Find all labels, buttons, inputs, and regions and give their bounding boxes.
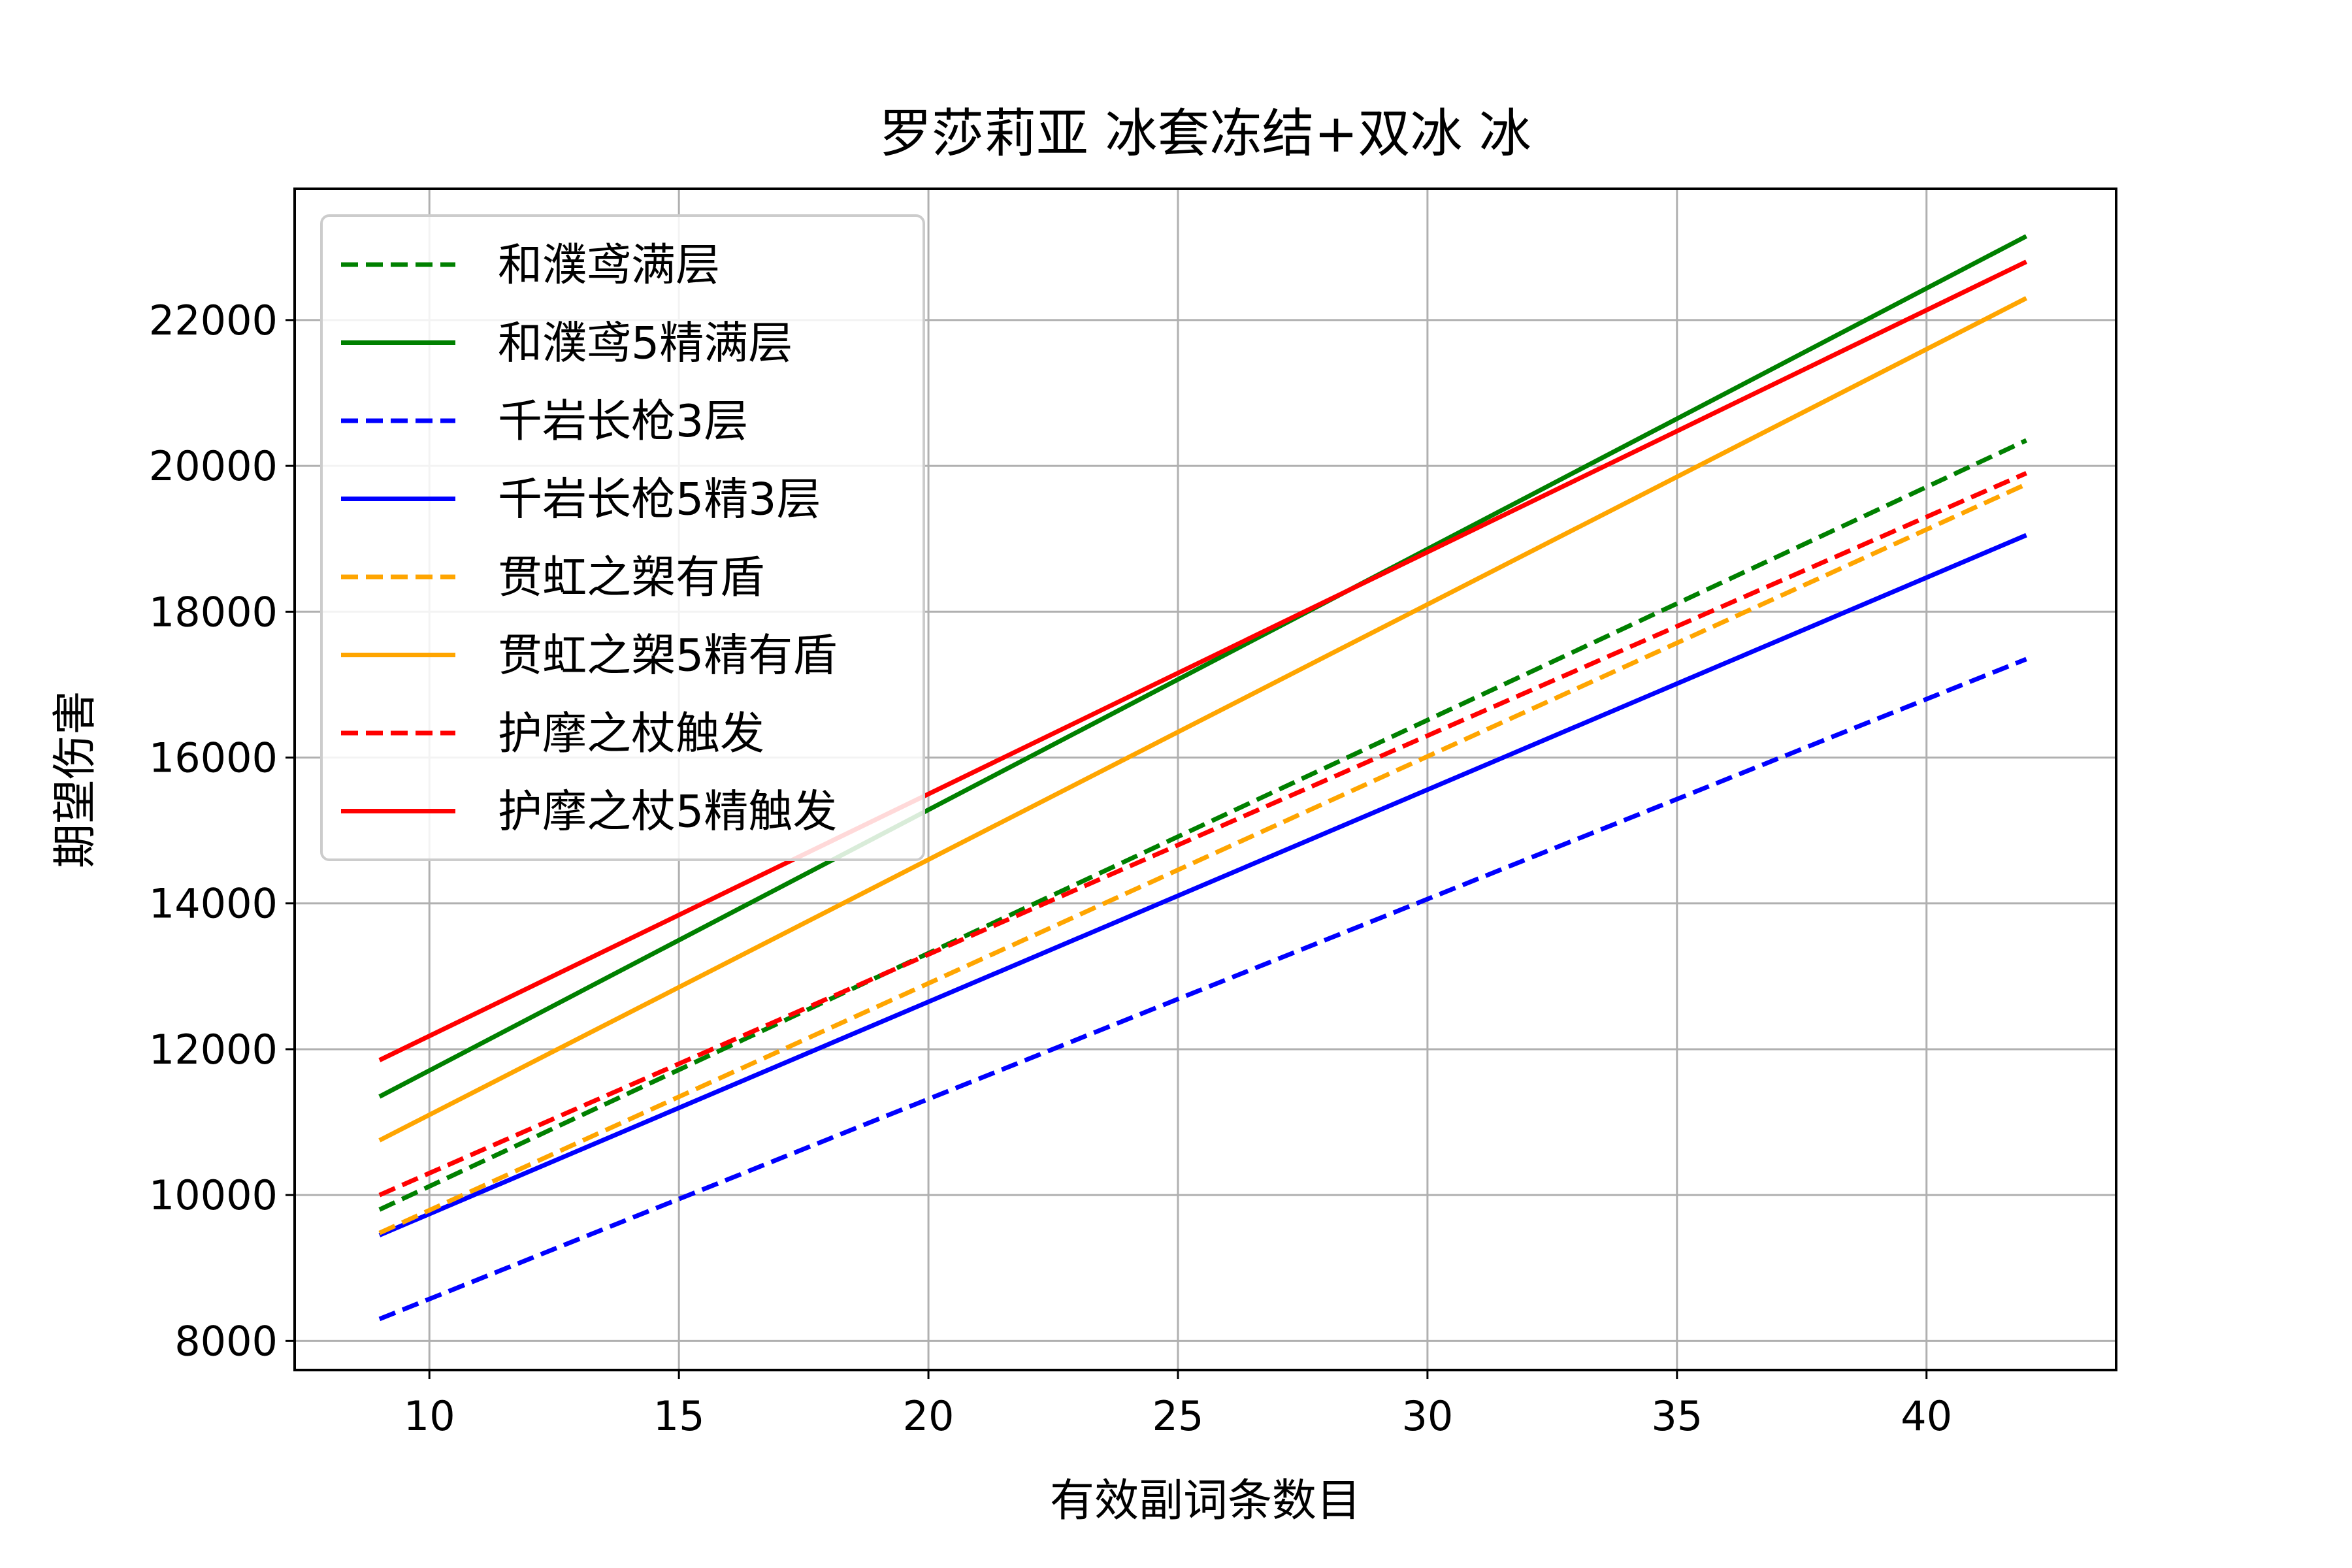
x-axis-label: 有效副词条数目 xyxy=(1050,1475,1361,1527)
y-tick-label: 20000 xyxy=(149,442,278,490)
x-tick-label: 40 xyxy=(1901,1392,1952,1440)
plot-frame xyxy=(293,188,2117,1371)
legend-label: 和濮鸢5精满层 xyxy=(498,318,792,370)
series-line xyxy=(378,482,2027,1235)
y-tick-label: 12000 xyxy=(149,1026,278,1073)
y-tick-label: 18000 xyxy=(149,588,278,636)
series-line xyxy=(378,234,2028,1099)
x-tick-label: 10 xyxy=(404,1392,455,1440)
series-lines xyxy=(378,234,2028,1322)
series-line xyxy=(378,259,2028,1062)
series-line xyxy=(378,532,2027,1237)
legend-label: 千岩长枪3层 xyxy=(498,396,748,448)
y-tick-label: 22000 xyxy=(149,297,278,344)
x-tick-label: 30 xyxy=(1401,1392,1453,1440)
grid-lines xyxy=(295,189,2116,1370)
y-axis-ticks: 8000 10000 12000 14000 16000 18000 20000 22000 xyxy=(149,297,295,1365)
y-tick-label: 10000 xyxy=(149,1171,278,1219)
legend-label: 护摩之杖5精触发 xyxy=(498,787,837,838)
series-line xyxy=(378,296,2028,1143)
x-tick-label: 25 xyxy=(1152,1392,1204,1440)
x-tick-label: 35 xyxy=(1651,1392,1703,1440)
legend-label: 千岩长枪5精3层 xyxy=(498,474,821,526)
series-line xyxy=(378,438,2027,1212)
series-line xyxy=(378,471,2027,1198)
legend-label: 贯虹之槊5精有盾 xyxy=(498,630,837,682)
legend-label: 贯虹之槊有盾 xyxy=(498,552,764,604)
series-line xyxy=(378,657,2027,1322)
y-axis-label: 期望伤害 xyxy=(50,691,101,868)
x-axis-ticks: 10 15 20 25 30 35 40 xyxy=(404,1370,1952,1440)
x-tick-label: 15 xyxy=(653,1392,705,1440)
legend-label: 护摩之杖触发 xyxy=(498,708,764,760)
y-tick-label: 8000 xyxy=(174,1317,278,1365)
chart-title: 罗莎莉亚 冰套冻结+双冰 冰 xyxy=(879,103,1531,164)
y-tick-label: 14000 xyxy=(149,880,278,928)
legend-label: 和濮鸢满层 xyxy=(498,240,720,291)
legend-box xyxy=(320,214,925,861)
x-tick-label: 20 xyxy=(903,1392,955,1440)
legend: 和濮鸢满层和濮鸢5精满层千岩长枪3层千岩长枪5精3层贯虹之槊有盾贯虹之槊5精有盾… xyxy=(320,214,925,861)
y-tick-label: 16000 xyxy=(149,734,278,782)
